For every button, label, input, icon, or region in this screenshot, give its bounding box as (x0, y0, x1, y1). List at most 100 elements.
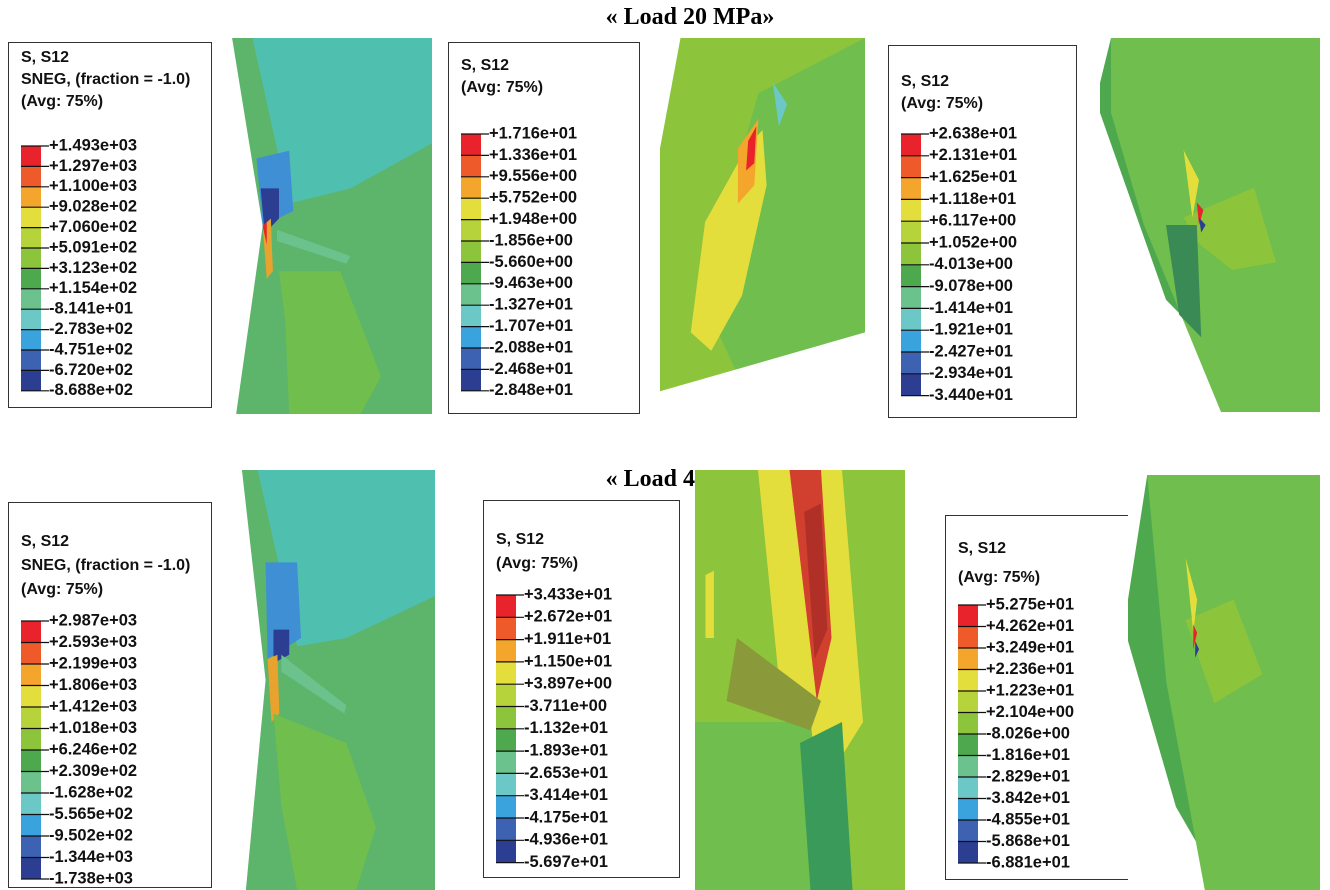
color-swatch (958, 605, 978, 627)
color-bar: +2.987e+03 +2.593e+03 +2.199e+03 +1.806e+03… (21, 611, 137, 886)
color-swatch (21, 227, 41, 248)
legend-header: S, S12 (21, 49, 70, 66)
legend-value: -3.414e+01 (524, 786, 608, 804)
color-swatch (901, 373, 921, 396)
color-swatch (496, 661, 516, 685)
legend-value: -1.816e+01 (986, 746, 1070, 764)
legend-value: -2.829e+01 (986, 767, 1070, 785)
legend-value: +2.638e+01 (929, 124, 1017, 142)
color-swatch (958, 820, 978, 842)
color-swatch (21, 771, 41, 793)
legend-value: -4.013e+00 (929, 255, 1013, 273)
legend-value: -1.344e+03 (49, 848, 133, 866)
legend-value: -1.414e+01 (929, 299, 1013, 317)
contour-region (1199, 217, 1206, 233)
contour-region (248, 38, 432, 204)
color-swatch (901, 155, 921, 178)
legend-header: SNEG, (fraction = -1.0) (21, 71, 191, 88)
contour-region (1195, 641, 1200, 658)
legend-value: +2.309e+02 (49, 762, 137, 780)
legend-value: +2.131e+01 (929, 146, 1017, 164)
color-swatch (461, 198, 481, 220)
contour-region (273, 713, 376, 890)
contour-region (238, 470, 266, 890)
color-swatch (496, 639, 516, 662)
color-swatch (21, 836, 41, 858)
legend-value: +4.262e+01 (986, 617, 1074, 635)
contour-region (1183, 187, 1276, 270)
legend-value: -1.738e+03 (49, 869, 133, 886)
color-swatch (496, 595, 516, 618)
legend-value: -1.921e+01 (929, 321, 1013, 339)
color-swatch (21, 814, 41, 836)
color-swatch (496, 840, 516, 863)
color-swatch (21, 186, 41, 208)
legend-value: +7.060e+02 (49, 218, 137, 236)
contour-region (228, 38, 263, 414)
legend-value: +2.593e+03 (49, 633, 137, 651)
legend-value: +1.118e+01 (929, 190, 1016, 208)
color-swatch (21, 642, 41, 664)
contour-region (267, 654, 280, 722)
legend-value: -9.502e+02 (49, 826, 133, 844)
legend-value: -2.088e+01 (489, 338, 573, 356)
contour-plot (660, 38, 865, 406)
legend-value: +5.752e+00 (489, 189, 577, 207)
color-swatch (958, 798, 978, 820)
color-swatch (21, 685, 41, 707)
legend-value: -1.893e+01 (524, 741, 608, 759)
color-swatch (461, 348, 481, 370)
contour-region (1183, 150, 1199, 218)
contour-region (1100, 38, 1111, 83)
legend-header: (Avg: 75%) (496, 555, 579, 572)
legend-value: +5.091e+02 (49, 238, 137, 256)
legend-value: -5.565e+02 (49, 805, 133, 823)
legend-value: +1.911e+01 (524, 630, 611, 648)
contour-region (279, 271, 381, 414)
color-swatch (901, 352, 921, 374)
contour-region (695, 722, 832, 890)
legend-value: -3.842e+01 (986, 789, 1070, 807)
legend-header: (Avg: 75%) (958, 569, 1041, 586)
contour-region (262, 222, 267, 245)
legend-value: +1.336e+01 (489, 146, 577, 164)
legend-header: (Avg: 75%) (901, 95, 984, 112)
legend-value: -4.175e+01 (524, 808, 608, 826)
color-bar: +5.275e+01 +4.262e+01 +3.249e+01 +2.236e+01… (958, 595, 1074, 871)
legend-value: +1.052e+00 (929, 233, 1017, 251)
color-swatch (901, 264, 921, 287)
legend-value: +1.223e+01 (986, 681, 1074, 699)
legend-value: -3.440e+01 (929, 386, 1013, 404)
color-swatch (958, 777, 978, 799)
legend-header: (Avg: 75%) (461, 79, 544, 96)
legend-value: -1.628e+02 (49, 783, 133, 801)
legend-value: +2.199e+03 (49, 654, 137, 672)
color-swatch (496, 728, 516, 752)
color-swatch (461, 305, 481, 327)
legend-value: -2.468e+01 (489, 360, 573, 378)
legend-value: -9.078e+00 (929, 277, 1013, 295)
legend-value: +2.236e+01 (986, 660, 1074, 678)
color-swatch (21, 268, 41, 289)
color-swatch (496, 751, 516, 774)
legend-box: S, S12 (Avg: 75%) +2.638e+01 +2.131e+01 +1.6… (888, 45, 1077, 418)
legend-value: +2.672e+01 (524, 608, 612, 626)
legend-value: +5.275e+01 (986, 595, 1074, 613)
color-swatch (21, 146, 41, 167)
color-bar: +3.433e+01 +2.672e+01 +1.911e+01 +1.150e+01… (496, 585, 612, 871)
contour-region (276, 229, 351, 264)
legend-header: S, S12 (461, 57, 510, 74)
color-swatch (461, 262, 481, 284)
legend-value: -5.660e+00 (489, 253, 573, 271)
legend-value: -2.783e+02 (49, 320, 133, 338)
contour-plot (1128, 475, 1320, 890)
color-swatch (21, 664, 41, 686)
legend-box: S, S12 (Avg: 75%) +5.275e+01 +4.262e+01 +3.2… (945, 515, 1140, 880)
color-swatch (461, 176, 481, 199)
legend-header: S, S12 (958, 540, 1007, 557)
color-swatch (21, 793, 41, 815)
color-swatch (461, 283, 481, 306)
color-swatch (21, 248, 41, 269)
legend-value: +1.018e+03 (49, 719, 137, 737)
